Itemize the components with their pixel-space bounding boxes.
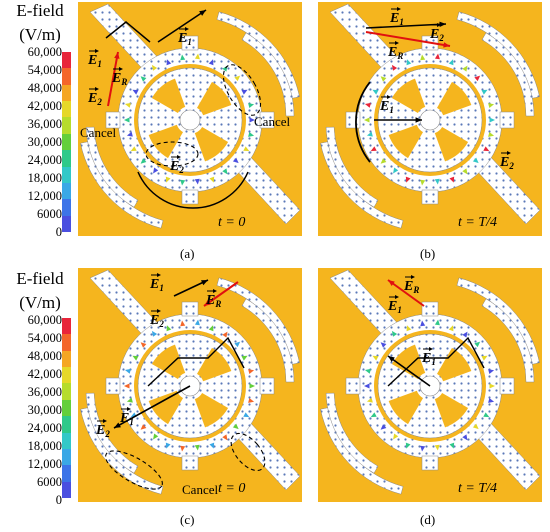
panel-time-label: t = 0 bbox=[218, 481, 245, 496]
colorbar-segment bbox=[62, 166, 71, 183]
label-e1-top: E1 bbox=[149, 277, 164, 293]
label-e2-top: E2 bbox=[149, 313, 164, 329]
colorbar-tick-label: 54,000 bbox=[27, 63, 62, 77]
colorbar-segment bbox=[62, 448, 71, 466]
label-cancel-left: Cancel bbox=[80, 125, 116, 140]
colorbar-tick-label: 30,000 bbox=[27, 135, 62, 149]
legend-title-line1-b: E-field bbox=[16, 269, 64, 288]
panel-d: t = T/4 ER E1 E1 bbox=[318, 268, 542, 502]
legend-colorbar-top bbox=[62, 52, 71, 232]
label-er: ER bbox=[403, 279, 419, 295]
colorbar-tick-label: 18,000 bbox=[27, 439, 62, 453]
colorbar-segment bbox=[62, 52, 71, 69]
colorbar-segment bbox=[62, 399, 71, 417]
label-cancel-right: Cancel bbox=[254, 114, 290, 129]
colorbar-tick-label: 60,000 bbox=[27, 313, 62, 327]
legend-title-line2-b: (V/m) bbox=[19, 293, 61, 312]
colorbar-tick-label: 42,000 bbox=[27, 367, 62, 381]
label-er: ER bbox=[111, 71, 127, 87]
colorbar-tick-label: 0 bbox=[55, 225, 62, 239]
colorbar-segment bbox=[62, 101, 71, 118]
caption-a: (a) bbox=[180, 246, 195, 261]
panel-b: t = T/4 E1 E2 ER E1 E2 bbox=[318, 2, 542, 236]
colorbar-segment bbox=[62, 84, 71, 102]
legend-title-top: E-field (V/m) bbox=[2, 2, 78, 44]
colorbar-segment bbox=[62, 334, 71, 351]
panel-time-label: t = 0 bbox=[218, 215, 245, 230]
legend-title-bottom: E-field (V/m) bbox=[2, 270, 78, 312]
panel-time-label: t = T/4 bbox=[458, 481, 497, 496]
colorbar-segment bbox=[62, 350, 71, 368]
colorbar-tick-label: 48,000 bbox=[27, 81, 62, 95]
colorbar-segment bbox=[62, 367, 71, 384]
label-e1-top: E1 bbox=[387, 299, 402, 315]
colorbar-segment bbox=[62, 481, 71, 498]
colorbar-segment bbox=[62, 182, 71, 200]
colorbar-tick-label: 60,000 bbox=[27, 45, 62, 59]
colorbar-tick-label: 48,000 bbox=[27, 349, 62, 363]
colorbar-segment bbox=[62, 133, 71, 151]
colorbar-tick-label: 54,000 bbox=[27, 331, 62, 345]
colorbar-segment bbox=[62, 416, 71, 433]
label-e1-top: E1 bbox=[389, 11, 404, 27]
colorbar-tick-label: 24,000 bbox=[27, 153, 62, 167]
colorbar-tick-label: 12,000 bbox=[27, 189, 62, 203]
panel-a: t = 0 E1 E2 ER E1 E2 Cancel Cancel bbox=[78, 2, 302, 236]
panel-c: t = 0 E1 ER E2 E2 E1 Cancel bbox=[78, 268, 302, 502]
colorbar-tick-label: 36,000 bbox=[27, 385, 62, 399]
legend-title-line2: (V/m) bbox=[19, 25, 61, 44]
colorbar-segment bbox=[62, 318, 71, 335]
label-e2-right: E2 bbox=[499, 155, 514, 171]
colorbar-segment bbox=[62, 199, 71, 216]
label-e2-top: E2 bbox=[429, 27, 444, 43]
caption-b: (b) bbox=[420, 246, 436, 261]
label-er: ER bbox=[387, 45, 403, 61]
colorbar-tick-label: 12,000 bbox=[27, 457, 62, 471]
label-cancel: Cancel bbox=[182, 482, 218, 497]
label-e2-left: E2 bbox=[87, 91, 102, 107]
colorbar-tick-label: 0 bbox=[55, 493, 62, 507]
colorbar-segment bbox=[62, 68, 71, 85]
colorbar-tick-label: 6000 bbox=[37, 207, 62, 221]
colorbar-tick-label: 36,000 bbox=[27, 117, 62, 131]
colorbar-segment bbox=[62, 383, 71, 400]
panel-time-label: t = T/4 bbox=[458, 215, 497, 230]
colorbar-tick-label: 6000 bbox=[37, 475, 62, 489]
caption-c: (c) bbox=[180, 512, 195, 527]
colorbar-segment bbox=[62, 465, 71, 482]
colorbar-segment bbox=[62, 432, 71, 449]
label-e1-left: E1 bbox=[87, 53, 102, 69]
legend-colorbar-bottom bbox=[62, 318, 71, 498]
colorbar-tick-label: 42,000 bbox=[27, 99, 62, 113]
colorbar-segment bbox=[62, 215, 71, 232]
colorbar-tick-label: 18,000 bbox=[27, 171, 62, 185]
label-e1-top: E1 bbox=[177, 31, 192, 47]
colorbar-segment bbox=[62, 117, 71, 134]
caption-d: (d) bbox=[420, 512, 436, 527]
label-e2-lower: E2 bbox=[95, 423, 110, 439]
colorbar-tick-label: 30,000 bbox=[27, 403, 62, 417]
colorbar-segment bbox=[62, 150, 71, 167]
colorbar-tick-label: 24,000 bbox=[27, 421, 62, 435]
legend-title-line1: E-field bbox=[16, 1, 64, 20]
